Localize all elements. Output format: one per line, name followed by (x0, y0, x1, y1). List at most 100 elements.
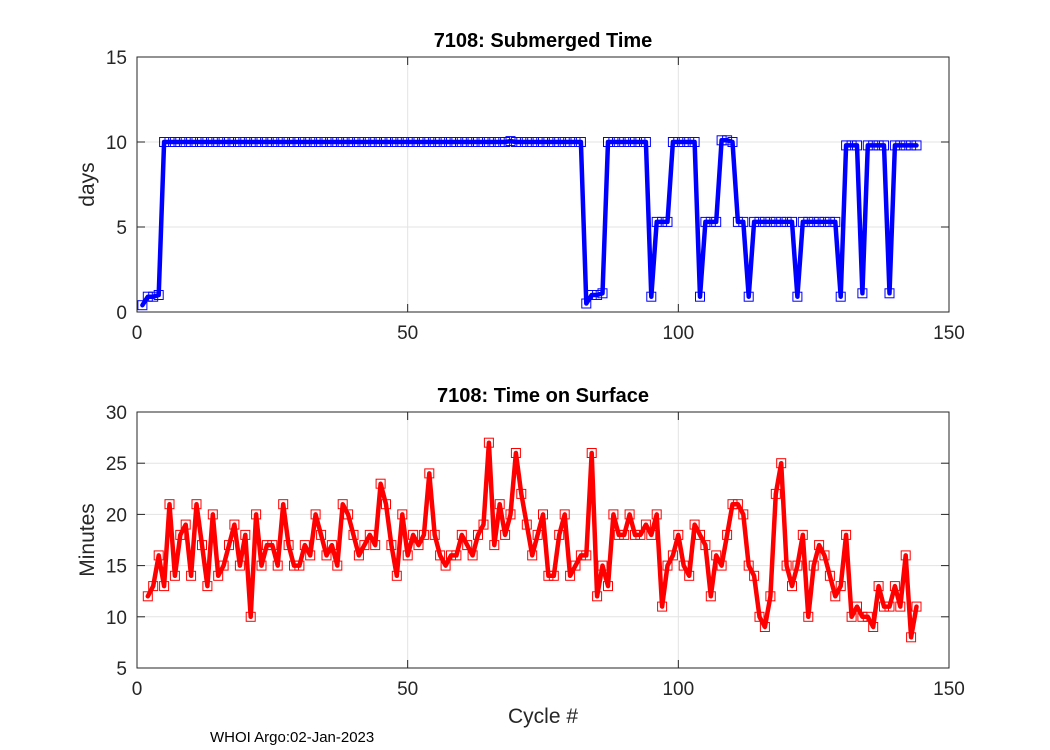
data-point (759, 622, 770, 632)
data-point (299, 540, 310, 551)
data-point (700, 540, 711, 551)
data-point (749, 216, 760, 227)
data-point (765, 591, 776, 602)
data-point (689, 137, 700, 147)
data-point (608, 137, 619, 147)
x-tick-label: 50 (397, 679, 418, 700)
data-point (808, 560, 819, 571)
data-point (359, 137, 370, 147)
data-point (824, 570, 835, 581)
data-point (251, 509, 262, 520)
data-point (613, 529, 624, 540)
data-point (727, 499, 738, 510)
y-tick-label: 5 (116, 659, 127, 680)
data-point (348, 529, 359, 540)
data-point (191, 499, 202, 510)
data-point (500, 529, 511, 540)
data-point (494, 499, 505, 510)
data-point (895, 601, 906, 612)
data-point (343, 137, 354, 147)
data-point (906, 140, 917, 151)
data-point (884, 601, 895, 612)
data-point (532, 529, 543, 540)
data-point (646, 291, 657, 302)
data-point (159, 137, 170, 147)
data-point (272, 560, 283, 571)
data-point (835, 291, 846, 302)
data-point (483, 137, 494, 147)
data-point (375, 478, 386, 489)
data-point (272, 137, 283, 147)
data-point (180, 137, 191, 147)
data-point (429, 137, 440, 147)
data-point (532, 137, 543, 147)
data-point (911, 140, 922, 151)
data-point (527, 550, 538, 561)
data-point (879, 601, 889, 612)
data-point (673, 137, 684, 147)
series-line-surface (145, 440, 919, 640)
y-tick-label: 25 (106, 454, 127, 475)
data-point (440, 137, 451, 147)
data-point (565, 570, 576, 581)
data-point (754, 216, 765, 227)
data-point (283, 137, 294, 147)
data-point (657, 601, 668, 612)
data-point (310, 509, 321, 520)
data-point (148, 291, 159, 302)
data-point (803, 216, 814, 227)
data-point (586, 448, 597, 458)
x-tick-label: 150 (933, 323, 965, 344)
data-point (862, 611, 873, 622)
y-tick-label: 15 (106, 48, 127, 69)
data-point (554, 137, 565, 147)
data-point (722, 135, 733, 146)
y-tick-label: 30 (106, 403, 127, 424)
data-point (581, 298, 592, 309)
data-point (516, 488, 527, 499)
data-point (900, 550, 911, 561)
data-point (326, 540, 337, 551)
data-point (137, 300, 148, 311)
data-point (770, 488, 781, 499)
data-point (781, 216, 792, 227)
data-point (218, 560, 229, 571)
data-point (451, 137, 462, 147)
data-point (381, 499, 391, 510)
data-point (678, 137, 689, 147)
data-point (283, 540, 294, 551)
data-point (483, 437, 494, 448)
data-point (251, 137, 262, 147)
y-tick-label: 15 (106, 557, 127, 578)
data-point (852, 140, 862, 151)
x-tick-label: 50 (397, 323, 418, 344)
data-point (261, 540, 272, 551)
data-point (310, 137, 321, 147)
data-point (294, 560, 305, 571)
data-point (738, 509, 749, 520)
y-tick-label: 10 (106, 608, 127, 629)
data-point (824, 216, 835, 227)
data-point (889, 581, 900, 592)
chart-title-submerged: 7108: Submerged Time (434, 30, 653, 52)
data-point (245, 611, 256, 622)
x-tick-label: 100 (662, 323, 694, 344)
axes-frame-surface (136, 411, 950, 669)
surface-time-axes: 0 50 100 150 5 10 15 20 25 30 (106, 403, 965, 700)
data-point (402, 137, 413, 147)
data-point (391, 570, 402, 581)
data-point (359, 540, 370, 551)
data-point (711, 216, 722, 227)
data-point (776, 216, 787, 227)
data-point (478, 137, 489, 147)
data-point (164, 499, 175, 510)
data-point (299, 137, 310, 147)
data-point (862, 140, 873, 151)
data-point (386, 540, 397, 551)
data-point (543, 570, 554, 581)
data-point (267, 137, 278, 147)
data-point (397, 509, 408, 520)
data-point (413, 137, 424, 147)
data-point (370, 137, 381, 147)
